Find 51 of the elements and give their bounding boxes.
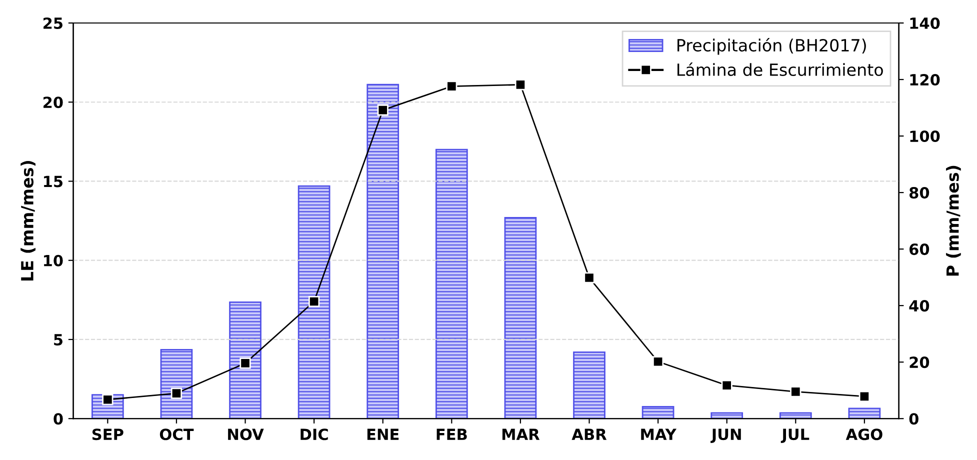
y2-tick-label: 0 [909,413,918,425]
point [858,390,870,402]
x-tick-label: ABR [572,428,607,440]
y-tick-label: 20 [44,96,63,108]
point [721,380,732,391]
x-tick-label: ENE [367,428,399,440]
x-tick-label: JUN [710,428,741,443]
legend-label: Precipitación (BH2017) [678,38,866,55]
bar [160,348,193,419]
bar [366,84,400,419]
point [446,80,458,92]
point [514,79,526,90]
x-tick-label: JUL [780,428,810,443]
y2-tick-label: 100 [910,130,940,142]
x-tick-label: DIC [300,428,328,440]
y-tick-label: 5 [54,334,62,346]
y-axis-title: LE (mm/mes) [20,161,36,280]
bar [848,408,881,419]
y2-tick-label: 60 [910,244,930,256]
bar [642,406,674,419]
point [308,296,320,308]
point [170,388,182,399]
y2-tick-label: 40 [909,300,930,312]
x-tick-label: OCT [160,428,194,440]
point [377,104,388,116]
y2-tick-label: 140 [910,17,940,30]
y-tick-label: 15 [44,176,62,188]
y2-tick-label: 80 [909,187,930,199]
bar [435,148,468,419]
x-tick-label: FEB [436,428,467,440]
bar [573,352,606,419]
y-tick-label: 0 [54,413,63,425]
x-tick-label: MAY [641,428,677,440]
y2-axis-title: P (mm/mes) [946,166,961,276]
x-tick-label: MAR [502,428,540,440]
bar [229,301,262,419]
point [584,272,595,284]
bar [298,185,330,419]
legend-label: Lámina de Escurrimiento [678,62,883,76]
y2-tick-label: 120 [910,74,940,86]
y-tick-label: 10 [44,254,63,266]
point [102,394,114,406]
point [790,386,802,398]
y-tick-label: 25 [44,17,62,30]
y2-tick-label: 20 [910,356,930,368]
bar [504,216,537,419]
x-tick-label: AGO [846,428,882,440]
point [652,356,664,368]
point [240,358,251,369]
x-tick-label: NOV [228,428,264,440]
x-tick-label: SEP [92,428,124,440]
